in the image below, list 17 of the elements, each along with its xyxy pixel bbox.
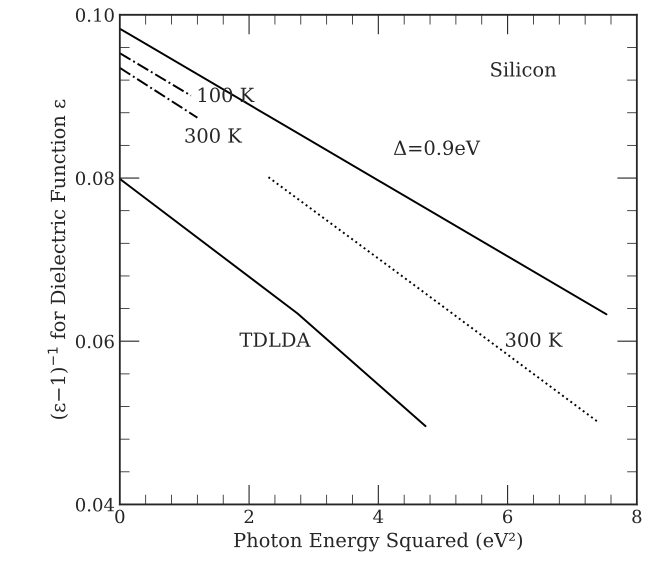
x-axis-title: Photon Energy Squared (eV²) (234, 532, 522, 552)
y-axis-title: (ε−1)$^{−1}$ for Dielectric Function ε (48, 100, 68, 419)
x-tick-label: 2 (244, 510, 254, 524)
y-tick-label: 0.06 (76, 334, 114, 348)
y-tick-label: 0.04 (76, 498, 114, 512)
x-tick-label: 6 (503, 510, 512, 524)
series-label: TDLDA (240, 332, 311, 347)
annotation: Silicon (491, 62, 556, 77)
series-label: 300 K (185, 128, 242, 143)
series-label: 300 K (506, 332, 563, 348)
y-tick-label: 0.10 (76, 8, 114, 22)
series-label: 100 K (198, 88, 254, 102)
series-label: Δ=0.9eV (394, 140, 480, 156)
x-tick-label: 8 (632, 510, 642, 524)
x-tick-label: 0 (115, 510, 124, 524)
y-tick-label: 0.08 (76, 171, 114, 186)
x-tick-label: 4 (373, 510, 384, 524)
